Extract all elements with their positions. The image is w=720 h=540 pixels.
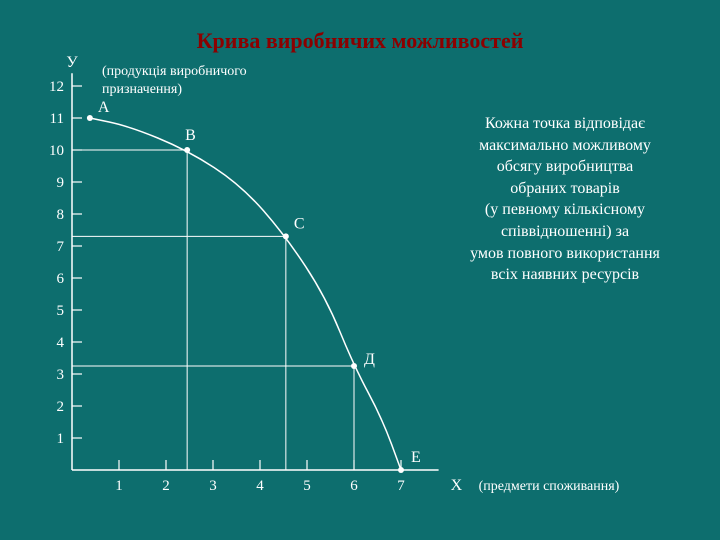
description-line: Кожна точка відповідає xyxy=(435,113,695,135)
point-label: С xyxy=(294,215,305,232)
y-tick-label: 6 xyxy=(57,271,65,287)
curve-point xyxy=(283,233,289,239)
y-axis-subtitle: призначення) xyxy=(102,82,182,97)
y-tick-label: 3 xyxy=(57,367,65,383)
point-label: А xyxy=(98,99,110,116)
x-tick-label: 4 xyxy=(256,478,264,494)
x-tick-label: 6 xyxy=(350,478,358,494)
y-tick-label: 9 xyxy=(57,175,65,191)
y-tick-label: 1 xyxy=(57,431,65,447)
curve-point xyxy=(398,467,404,473)
description-line: умов повного використання xyxy=(435,243,695,265)
x-tick-label: 7 xyxy=(397,478,405,494)
description-line: максимально можливому xyxy=(435,135,695,157)
description-line: (у певному кількісному xyxy=(435,199,695,221)
point-label: Д xyxy=(364,351,375,368)
y-tick-label: 5 xyxy=(57,303,65,319)
x-axis-label: Х xyxy=(451,477,463,494)
chart-title: Крива виробничих можливостей xyxy=(110,28,610,54)
x-tick-label: 5 xyxy=(303,478,311,494)
point-label: Е xyxy=(411,449,421,466)
y-tick-label: 10 xyxy=(49,143,64,159)
description-line: обраних товарів xyxy=(435,178,695,200)
y-tick-label: 8 xyxy=(57,207,65,223)
y-tick-label: 2 xyxy=(57,399,65,415)
x-tick-label: 1 xyxy=(115,478,123,494)
y-axis-subtitle: (продукція виробничого xyxy=(102,64,247,79)
point-label: В xyxy=(185,127,196,144)
chart-description: Кожна точка відповідаємаксимально можлив… xyxy=(435,113,695,286)
curve-point xyxy=(351,363,357,369)
y-tick-label: 7 xyxy=(57,239,65,255)
y-tick-label: 12 xyxy=(49,79,64,95)
x-axis-subtitle: (предмети споживання) xyxy=(479,479,620,494)
x-tick-label: 3 xyxy=(209,478,217,494)
description-line: обсягу виробництва xyxy=(435,156,695,178)
x-tick-label: 2 xyxy=(162,478,170,494)
curve-point xyxy=(87,115,93,121)
y-tick-label: 11 xyxy=(50,111,64,127)
description-line: всіх наявних ресурсів xyxy=(435,264,695,286)
description-line: співвідношенні) за xyxy=(435,221,695,243)
y-tick-label: 4 xyxy=(57,335,65,351)
y-axis-label: У xyxy=(66,54,78,71)
curve-point xyxy=(184,147,190,153)
